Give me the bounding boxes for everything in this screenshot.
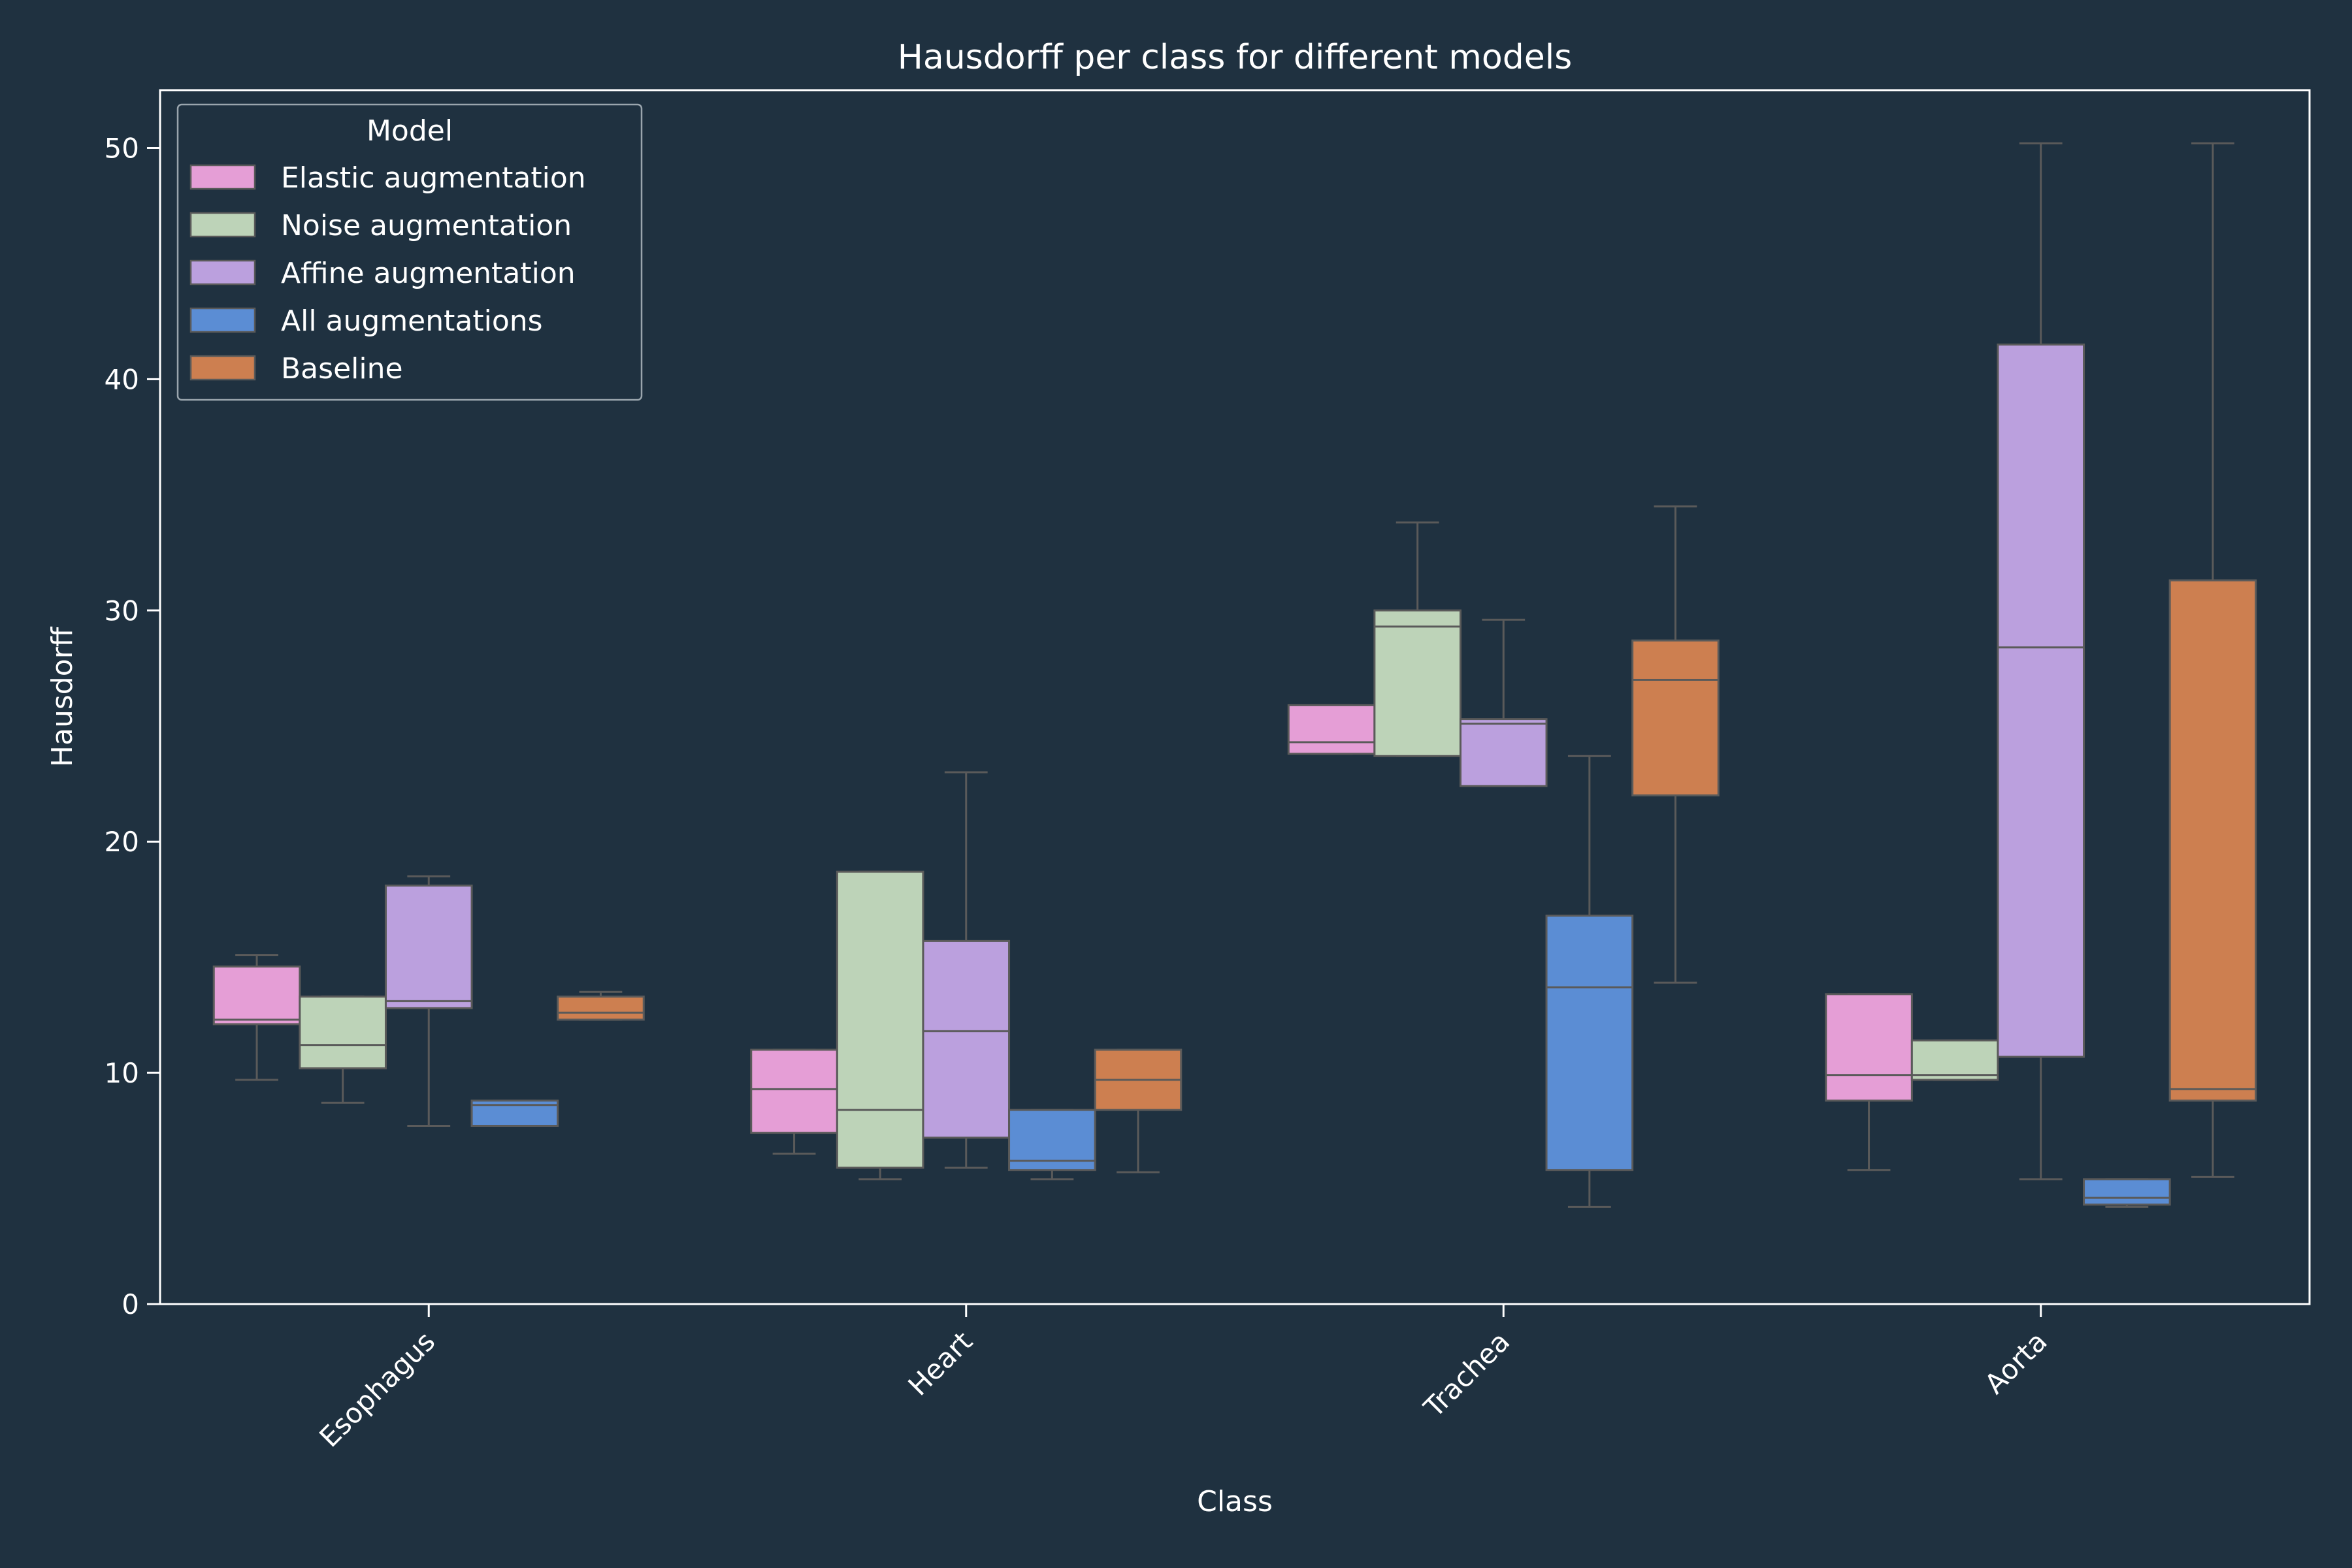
box-body <box>1825 993 1913 1102</box>
y-tick-label: 40 <box>105 363 139 395</box>
y-tick-label: 30 <box>105 595 139 627</box>
box-elastic-augmentation <box>1825 993 1913 1171</box>
legend-label: Noise augmentation <box>281 209 572 242</box>
box-body <box>212 965 301 1026</box>
box-body <box>1373 609 1462 757</box>
plot-frame <box>159 89 2311 1305</box>
y-tick-label: 10 <box>105 1057 139 1089</box>
box-body <box>384 884 473 1009</box>
y-axis-title: Hausdorff <box>46 626 79 767</box>
box-affine-augmentation <box>384 875 473 1127</box>
box-all-augmentations <box>1545 755 1634 1208</box>
legend-swatch <box>189 164 256 190</box>
box-body <box>1631 639 1720 796</box>
box-noise-augmentation <box>299 995 387 1104</box>
box-elastic-augmentation <box>750 1049 838 1155</box>
box-affine-augmentation <box>1997 142 2085 1181</box>
legend-label: Affine augmentation <box>281 257 576 290</box>
box-body <box>922 939 1011 1139</box>
legend-swatch <box>189 212 256 238</box>
x-axis-title: Class <box>1197 1485 1273 1518</box>
box-body <box>1545 914 1634 1171</box>
y-tick-label: 20 <box>105 826 139 858</box>
box-affine-augmentation <box>922 771 1011 1169</box>
box-baseline <box>1631 505 1720 984</box>
box-all-augmentations <box>470 1100 559 1127</box>
legend-label: All augmentations <box>281 304 543 338</box>
legend-frame <box>176 103 643 401</box>
box-affine-augmentation <box>1459 618 1548 787</box>
box-body <box>1287 704 1376 755</box>
box-all-augmentations <box>2083 1178 2171 1208</box>
box-noise-augmentation <box>836 870 924 1181</box>
legend-title: Model <box>367 114 453 148</box>
chart-title: Hausdorff per class for different models <box>898 38 1573 77</box>
box-noise-augmentation <box>1910 1039 1999 1081</box>
legend: Model Elastic augmentation Noise augmenta… <box>176 103 643 401</box>
box-body <box>299 995 387 1070</box>
y-tick-label: 0 <box>122 1288 139 1320</box>
box-all-augmentations <box>1008 1109 1096 1181</box>
box-body <box>1997 343 2085 1058</box>
box-baseline <box>2168 142 2257 1178</box>
box-elastic-augmentation <box>212 954 301 1081</box>
legend-label: Baseline <box>281 352 403 385</box>
legend-label: Elastic augmentation <box>281 161 586 195</box>
box-baseline <box>1094 1049 1183 1173</box>
box-body <box>1459 718 1548 787</box>
box-body <box>557 995 645 1021</box>
box-body <box>836 870 924 1169</box>
box-body <box>750 1049 838 1134</box>
legend-swatch <box>189 307 256 333</box>
plot-area <box>212 142 2257 1208</box>
box-elastic-augmentation <box>1287 704 1376 755</box>
box-body <box>2083 1178 2171 1206</box>
box-body <box>2168 579 2257 1102</box>
box-noise-augmentation <box>1373 521 1462 757</box>
box-baseline <box>557 990 645 1021</box>
box-body <box>1910 1039 1999 1081</box>
y-axis: 0 10 20 30 40 50 <box>105 132 160 1320</box>
legend-swatch <box>189 259 256 286</box>
legend-swatch <box>189 355 256 381</box>
y-tick-label: 50 <box>105 132 139 164</box>
